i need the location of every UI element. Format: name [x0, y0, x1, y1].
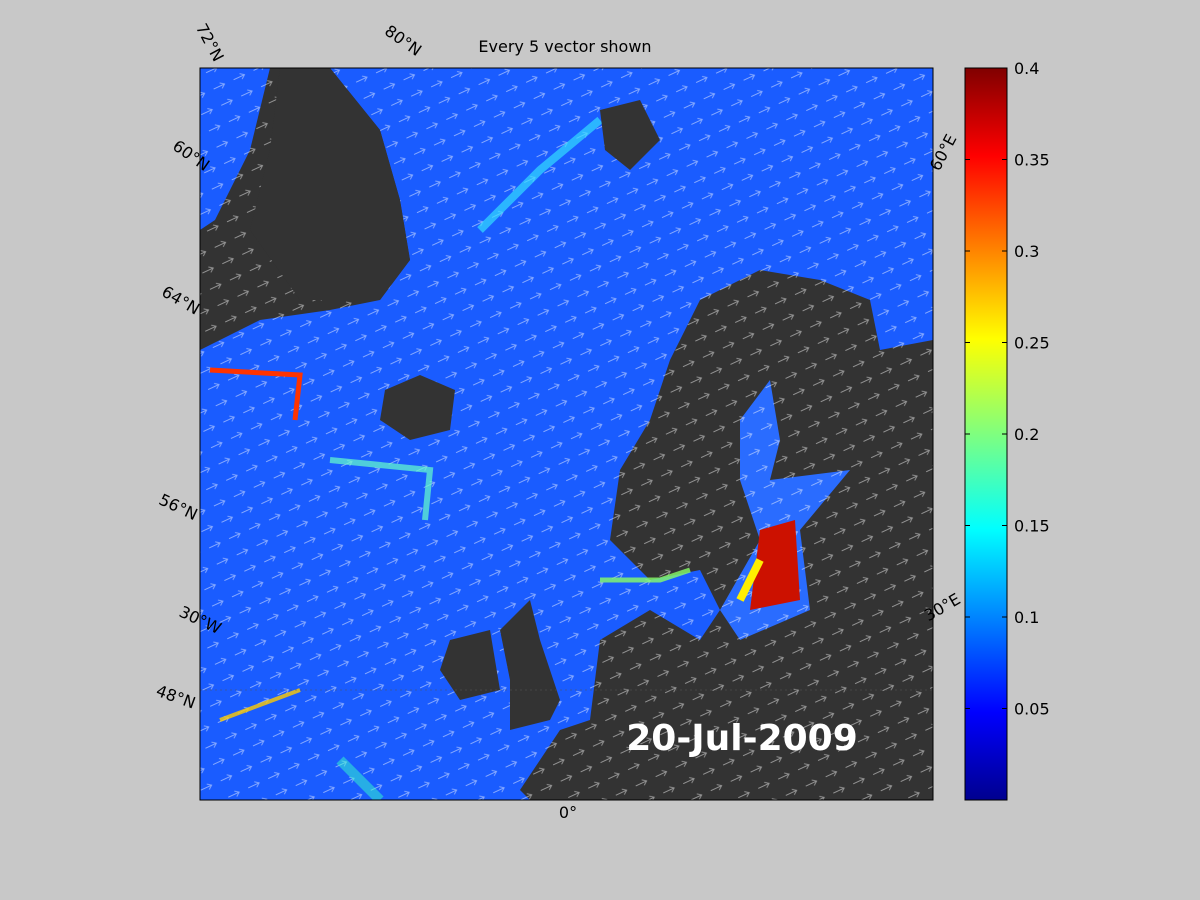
- graticule-label: 80°N: [381, 21, 425, 60]
- colorbar-tick-label: 0.25: [1014, 334, 1050, 353]
- colorbar-tick-label: 0.15: [1014, 517, 1050, 536]
- graticule-label: 0°: [559, 803, 577, 822]
- colorbar-tick-label: 0.1: [1014, 608, 1039, 627]
- graticule-label: 56°N: [156, 490, 201, 524]
- colorbar-tick-label: 0.3: [1014, 242, 1039, 261]
- graticule-labels: 72°N 80°N60°N64°N56°N30°W48°N0°30°E60°E: [154, 20, 964, 822]
- colorbar-tick-label: 0.05: [1014, 700, 1050, 719]
- graticule-label: 48°N: [154, 681, 198, 713]
- graticule-label: 72°N: [192, 20, 228, 65]
- colorbar-ticks: 0.05 0.1 0.15 0.2 0.25 0.3 0.35 0.4: [965, 59, 1050, 719]
- graticule-label: 64°N: [159, 282, 203, 319]
- colorbar-tick-label: 0.35: [1014, 151, 1050, 170]
- colorbar: [964, 67, 1008, 801]
- colorbar-tick-label: 0.4: [1014, 59, 1039, 78]
- colorbar-tick-label: 0.2: [1014, 425, 1039, 444]
- date-label: 20-Jul-2009: [626, 718, 858, 759]
- map-frame: [199, 67, 934, 801]
- map: [200, 68, 933, 800]
- map-title: Every 5 vector shown: [478, 37, 651, 56]
